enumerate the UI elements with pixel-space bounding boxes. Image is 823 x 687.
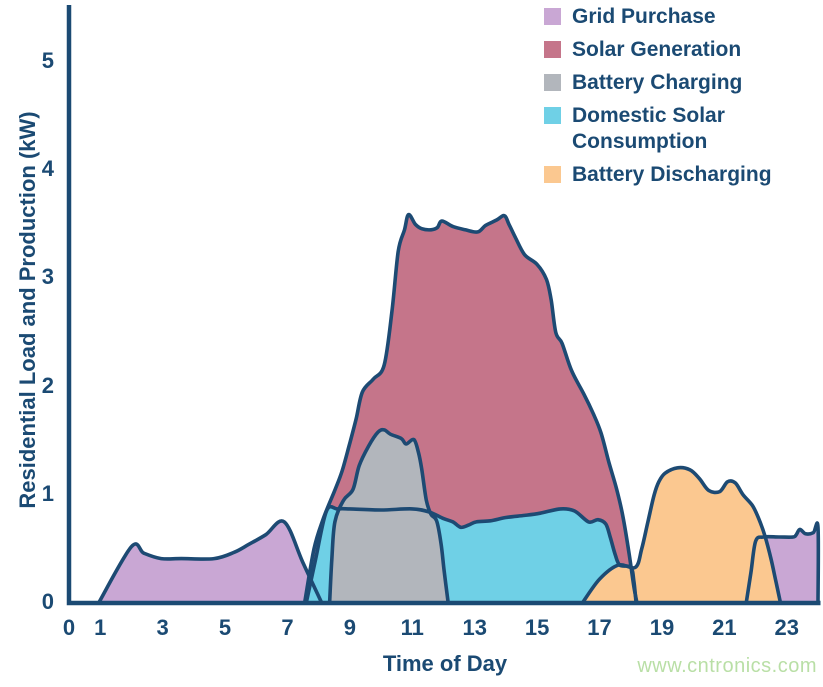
area-battery-charging — [329, 429, 449, 603]
legend: Grid Purchase Solar Generation Battery Cha… — [544, 4, 784, 195]
legend-swatch — [544, 8, 561, 25]
x-tick-label: 23 — [774, 615, 800, 640]
y-tick-label: 2 — [41, 372, 54, 398]
y-tick-label: 0 — [41, 589, 54, 614]
y-tick-label: 3 — [41, 264, 54, 290]
x-tick-label: 0 — [62, 615, 76, 640]
outline-grid-purchase — [744, 521, 821, 605]
x-tick-label: 21 — [712, 615, 737, 640]
legend-label: Battery Charging — [572, 71, 743, 94]
x-tick-label: 3 — [156, 615, 169, 640]
legend-label: Solar Generation — [572, 38, 742, 61]
legend-item-battery-discharging: Battery Discharging — [544, 162, 784, 188]
legend-label: Grid Purchase — [572, 5, 716, 28]
legend-label: Battery Discharging — [572, 163, 772, 186]
outline-grid-purchase — [96, 519, 324, 605]
x-tick-label: 15 — [524, 615, 550, 640]
legend-item-solar-generation: Solar Generation — [544, 37, 784, 63]
x-tick-label: 13 — [462, 615, 487, 640]
outline-domestic-solar-consumption — [304, 504, 638, 605]
outline-solar-generation — [302, 212, 639, 605]
legend-item-grid-purchase: Grid Purchase — [544, 4, 784, 30]
outline-battery-discharging — [580, 465, 783, 605]
legend-swatch — [544, 166, 561, 183]
area-grid-purchase — [98, 520, 322, 603]
y-tick-label: 4 — [41, 156, 54, 182]
legend-label: Domestic Solar Consumption — [572, 104, 725, 153]
outline-battery-charging — [327, 427, 450, 605]
y-tick-label: 5 — [41, 48, 54, 74]
x-axis-title: Time of Day — [382, 651, 508, 676]
legend-item-domestic-solar-consumption: Domestic Solar Consumption — [544, 103, 784, 155]
x-tick-label: 9 — [343, 615, 356, 640]
legend-swatch — [544, 107, 561, 124]
watermark: www.cntronics.com — [637, 655, 817, 677]
axes — [66, 5, 821, 606]
legend-item-battery-charging: Battery Charging — [544, 70, 784, 96]
x-tick-label: 1 — [94, 615, 107, 640]
x-tick-label: 5 — [218, 615, 232, 640]
legend-swatch — [544, 74, 561, 91]
x-tick-label: 19 — [649, 615, 675, 640]
x-tick-label: 11 — [400, 615, 424, 640]
x-tick-label: 7 — [281, 615, 294, 640]
x-tick-label: 17 — [587, 615, 612, 640]
legend-swatch — [544, 41, 561, 58]
y-tick-label: 1 — [41, 480, 54, 506]
